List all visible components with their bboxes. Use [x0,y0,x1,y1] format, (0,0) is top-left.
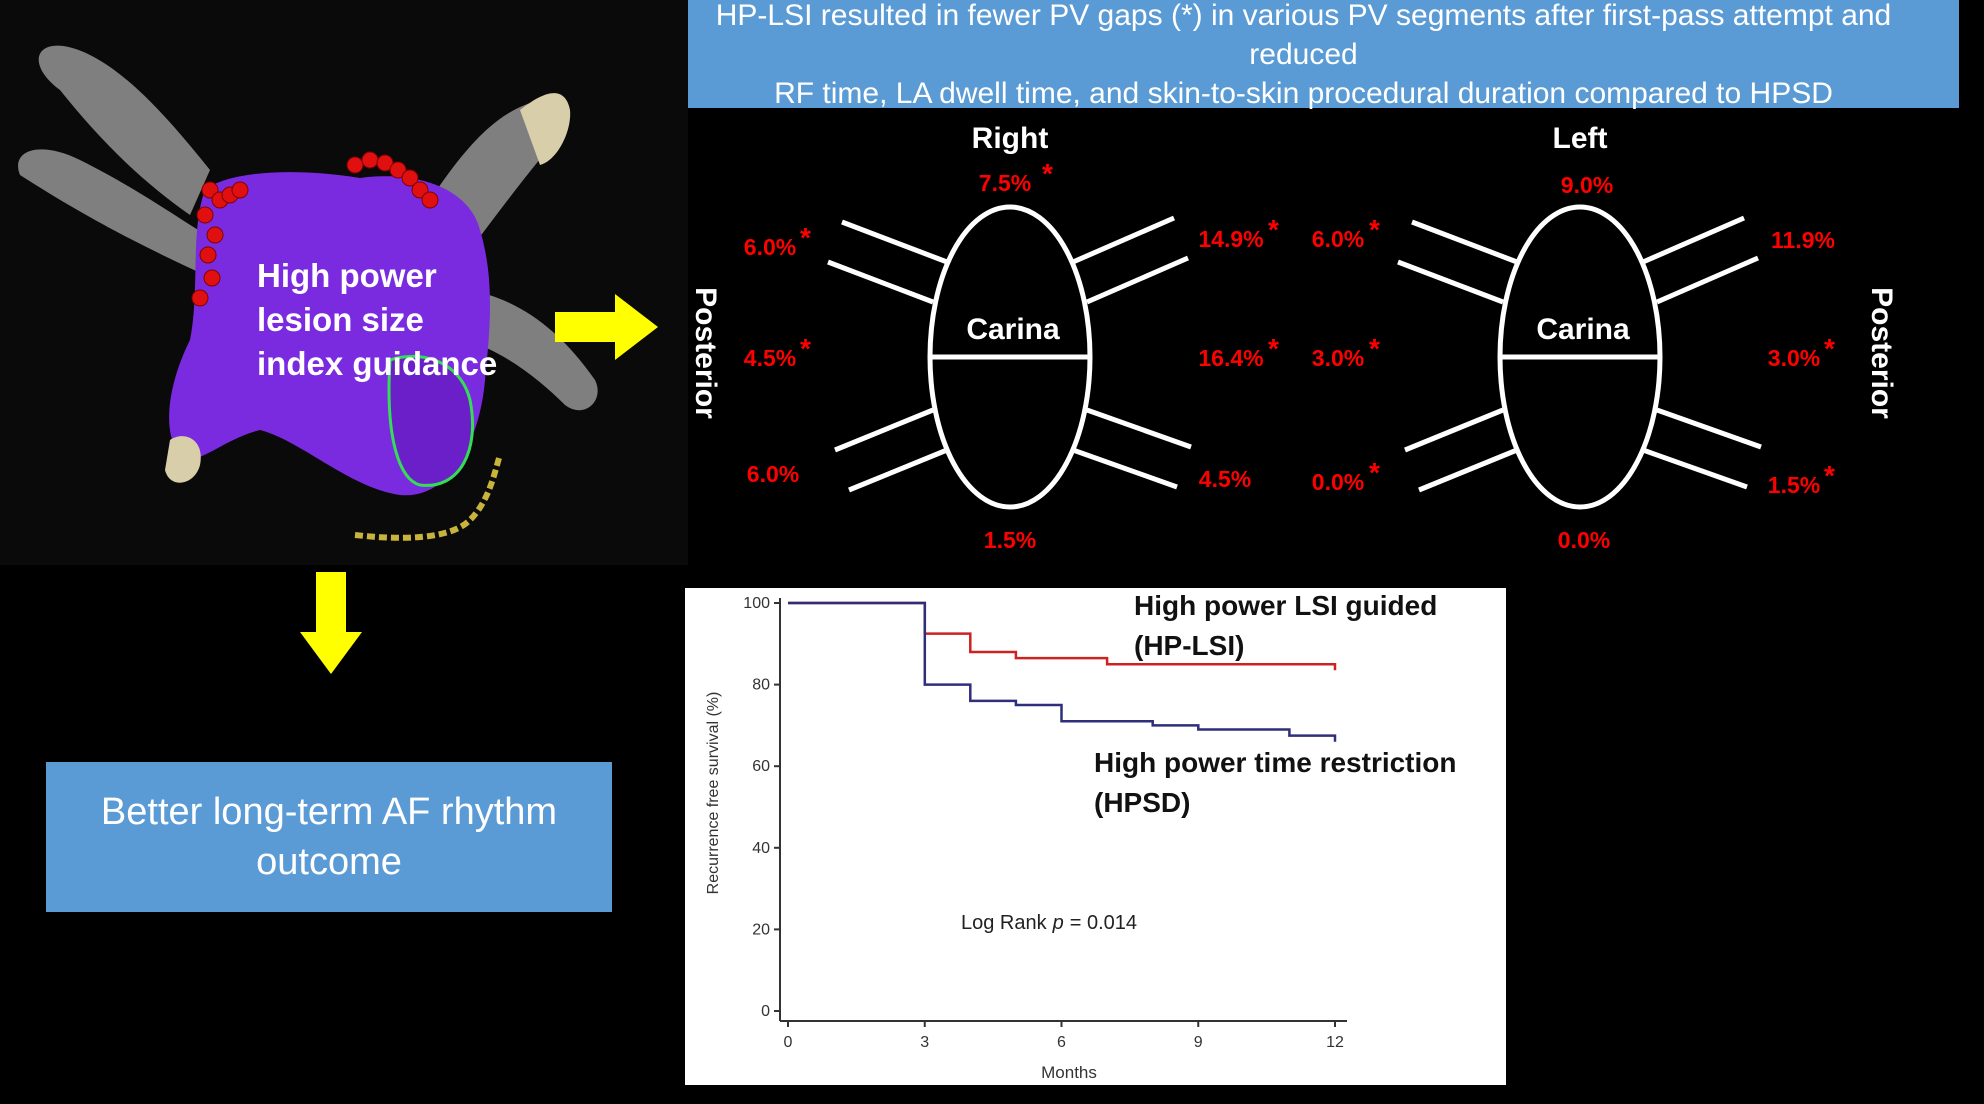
x-tick-label: 9 [1194,1034,1203,1051]
left-lower-left-value: 0.0% [1312,469,1364,495]
summary-banner-line2: RF time, LA dwell time, and skin-to-skin… [774,76,1833,110]
summary-banner-line1: HP-LSI resulted in fewer PV gaps (*) in … [715,0,1892,71]
map-label-line3: index guidance [257,345,498,382]
left-upper-left-value: 6.0% [1312,226,1364,252]
right-upper-left-value: 6.0% [744,234,796,260]
right-lower-right-value: 4.5% [1199,466,1251,492]
electroanatomic-map: High power lesion size index guidance [0,0,688,565]
right-upper-left-star: * [800,222,811,253]
left-bottom-value: 0.0% [1558,527,1610,553]
right-top-star: * [1042,158,1053,189]
left-top-value: 9.0% [1561,172,1613,198]
map-label-line2: lesion size [257,301,424,338]
right-mid-left-star: * [800,333,811,364]
log-rank-p: p [1052,912,1064,934]
x-tick-label: 0 [784,1034,793,1051]
left-pv-diagram [1397,204,1762,510]
right-mid-right-value: 16.4% [1198,345,1263,371]
left-lower-left-star: * [1369,457,1380,488]
map-label: High power lesion size index guidance [257,254,497,386]
left-mid-left-star: * [1369,333,1380,364]
y-tick-label: 0 [761,1003,770,1020]
survival-chart: 0 20 40 60 80 100 0 3 6 9 12 Recurrence free survi… [705,590,1457,1082]
right-pv-diagram [827,204,1192,510]
x-tick-label: 12 [1326,1034,1344,1051]
y-tick-label: 60 [752,758,770,775]
hpsd-label-line2: (HPSD) [1094,787,1190,818]
left-carina-label: Carina [1536,313,1630,346]
right-upper-right-star: * [1268,214,1279,245]
left-lower-right-star: * [1824,460,1835,491]
left-upper-right-value: 11.9% [1771,227,1835,253]
outcome-box: Better long-term AF rhythm outcome [46,762,612,912]
down-arrow-icon [300,572,362,674]
hp-lsi-label-line1: High power LSI guided [1134,590,1437,621]
right-posterior-label: Posterior [689,287,722,419]
left-upper-left-star: * [1369,214,1380,245]
y-tick-label: 100 [743,595,770,612]
right-arrow-icon [555,294,658,360]
log-rank-value: = 0.014 [1070,912,1137,934]
left-atrium-map-graphic [18,45,598,541]
survival-chart-panel: 0 20 40 60 80 100 0 3 6 9 12 Recurrence free survi… [685,588,1506,1085]
right-bottom-value: 1.5% [984,527,1036,553]
x-tick-label: 3 [920,1034,929,1051]
left-mid-right-star: * [1824,333,1835,364]
right-lower-left-value: 6.0% [747,461,799,487]
y-tick-label: 80 [752,677,770,694]
right-top-value: 7.5% [979,170,1031,196]
x-axis-label: Months [1041,1063,1097,1082]
left-mid-right-value: 3.0% [1768,345,1820,371]
left-posterior-label: Posterior [1865,287,1898,419]
log-rank-prefix: Log Rank [961,912,1048,934]
hp-lsi-label-line2: (HP-LSI) [1134,630,1244,661]
right-mid-left-value: 4.5% [744,345,796,371]
pv-gap-diagram: Right Left Carina Carina Posterior Poste… [689,122,1898,553]
x-tick-label: 6 [1057,1034,1066,1051]
hpsd-label-line1: High power time restriction [1094,747,1457,778]
left-lower-right-value: 1.5% [1768,472,1820,498]
right-upper-right-value: 14.9% [1198,226,1263,252]
right-carina-label: Carina [966,313,1060,346]
y-axis-label: Recurrence free survival (%) [705,692,722,895]
y-tick-label: 40 [752,840,770,857]
summary-banner: HP-LSI resulted in fewer PV gaps (*) in … [648,0,1959,110]
log-rank-annotation: Log Rank p = 0.014 [961,912,1137,934]
outcome-text: Better long-term AF rhythm outcome [100,791,558,883]
map-label-line1: High power [257,257,437,294]
right-title: Right [972,122,1049,155]
hpsd-survival-line [788,601,1337,742]
y-tick-label: 20 [752,921,770,938]
left-title: Left [1553,122,1608,155]
right-mid-right-star: * [1268,333,1279,364]
left-mid-left-value: 3.0% [1312,345,1364,371]
